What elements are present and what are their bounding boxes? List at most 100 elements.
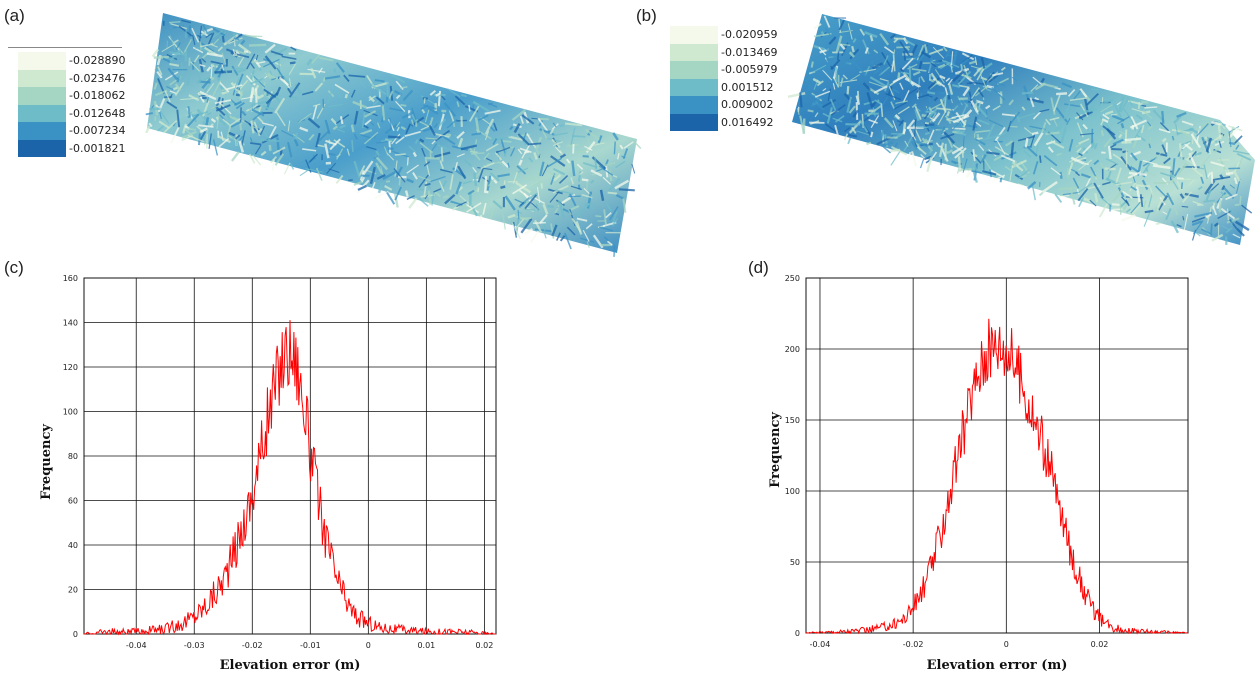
map-streak (271, 91, 282, 104)
map-streak (374, 79, 385, 83)
legend-swatch (18, 139, 66, 157)
map-streak (1218, 199, 1222, 213)
map-streak (1073, 89, 1082, 100)
map-streak (597, 135, 603, 144)
map-streak (1045, 118, 1051, 126)
map-streak (484, 130, 490, 141)
y-tick-label: 60 (68, 497, 78, 506)
map-streak (1131, 204, 1142, 215)
map-streak (1191, 216, 1206, 223)
map-streak (1180, 182, 1184, 189)
map-streak (456, 201, 467, 208)
map-streak (905, 58, 916, 60)
map-streak (1161, 137, 1167, 143)
map-streak (1218, 140, 1222, 148)
map-streak (1099, 116, 1112, 131)
map-a-texture (145, 19, 642, 257)
map-streak (912, 139, 929, 148)
map-streak (253, 75, 266, 88)
map-streak (281, 129, 294, 138)
map-streak (431, 143, 438, 151)
map-streak (891, 60, 895, 73)
map-streak (868, 81, 886, 88)
map-streak (810, 96, 822, 108)
map-streak (605, 203, 612, 212)
map-streak (396, 126, 400, 132)
map-streak (1180, 142, 1191, 151)
map-streak (1234, 135, 1243, 144)
map-streak (549, 191, 560, 203)
map-streak (1118, 130, 1126, 135)
legend-b-row: 0.009002 (670, 96, 777, 114)
map-streak (375, 150, 380, 157)
map-streak (1149, 187, 1154, 196)
map-streak (1200, 176, 1205, 184)
y-axis-title-d: Frequency (768, 412, 783, 488)
map-streak (343, 74, 350, 82)
map-streak (148, 122, 153, 128)
map-streak (497, 173, 510, 178)
map-streak (1159, 122, 1170, 132)
map-streak (274, 97, 286, 114)
map-streak (447, 88, 461, 98)
map-streak (946, 111, 951, 117)
map-streak (1182, 191, 1193, 203)
map-streak (457, 165, 467, 180)
map-streak (438, 180, 445, 192)
map-streak (1075, 142, 1083, 148)
map-streak (423, 104, 437, 110)
map-streak (810, 61, 814, 68)
map-streak (449, 174, 454, 190)
map-streak (385, 190, 396, 205)
map-streak (194, 67, 200, 77)
map-streak (500, 138, 507, 155)
map-streak (958, 84, 970, 89)
map-streak (508, 135, 524, 142)
map-streak (158, 120, 170, 129)
map-streak (430, 175, 446, 183)
map-streak (571, 217, 582, 233)
map-streak (305, 168, 324, 173)
map-streak (973, 166, 979, 173)
map-streak (1063, 102, 1071, 120)
map-streak (834, 115, 845, 123)
map-streak (195, 79, 201, 84)
map-streak (456, 153, 465, 158)
map-streak (283, 162, 291, 175)
map-streak (438, 118, 447, 127)
map-streak (1189, 127, 1199, 134)
map-streak (298, 112, 312, 124)
map-streak (198, 124, 214, 128)
map-streak (1034, 96, 1040, 101)
map-streak (1226, 208, 1229, 221)
map-streak (1162, 211, 1169, 216)
map-streak (512, 221, 518, 238)
map-streak (848, 133, 858, 138)
map-streak (568, 210, 572, 216)
map-streak (883, 55, 889, 65)
map-streak (1217, 210, 1232, 220)
map-streak (986, 123, 995, 139)
map-streak (222, 118, 230, 126)
map-streak (1155, 195, 1165, 212)
map-streak (901, 71, 910, 75)
map-streak (1112, 189, 1124, 203)
map-streak (400, 104, 407, 107)
map-streak (1174, 208, 1179, 216)
map-streak (454, 161, 459, 172)
map-streak (511, 109, 526, 121)
map-streak (1009, 164, 1014, 182)
map-streak (1043, 154, 1058, 167)
map-streak (524, 194, 538, 210)
map-streak (207, 32, 215, 46)
map-streak (485, 143, 499, 152)
map-streak (1205, 189, 1212, 201)
x-ticks-c: -0.04 -0.03 -0.02 -0.01 0 0.01 0.02 (126, 641, 493, 650)
map-b-texture (787, 15, 1253, 245)
map-streak (207, 112, 212, 116)
map-streak (929, 113, 937, 123)
map-streak (585, 223, 593, 230)
map-streak (565, 122, 583, 127)
map-streak (1172, 181, 1179, 190)
map-streak (462, 180, 472, 185)
